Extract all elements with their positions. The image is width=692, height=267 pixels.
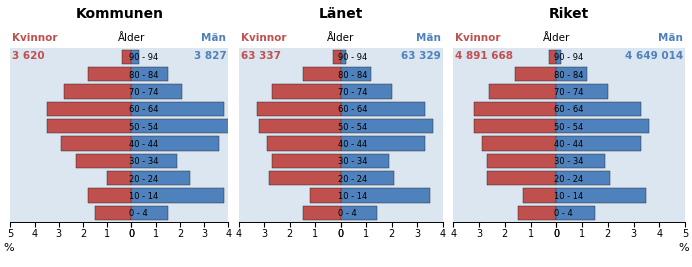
Bar — [131, 136, 219, 151]
Bar — [64, 84, 131, 99]
Bar — [302, 67, 340, 81]
Text: 4 649 014: 4 649 014 — [625, 52, 683, 61]
Text: %: % — [678, 243, 689, 253]
Bar — [523, 189, 556, 203]
Bar — [340, 171, 394, 185]
Bar — [549, 50, 556, 64]
Bar — [340, 136, 425, 151]
Text: 63 337: 63 337 — [241, 52, 281, 61]
Bar — [340, 84, 392, 99]
Bar — [340, 119, 432, 133]
Bar — [474, 102, 556, 116]
Bar — [482, 136, 556, 151]
Bar — [259, 119, 340, 133]
Bar — [131, 67, 167, 81]
Bar — [257, 102, 340, 116]
Bar — [556, 102, 641, 116]
Bar — [310, 189, 340, 203]
Text: Ålder: Ålder — [327, 33, 354, 43]
Bar — [489, 84, 556, 99]
Bar — [88, 189, 131, 203]
Text: Ålder: Ålder — [543, 33, 570, 43]
Bar — [340, 189, 430, 203]
Bar — [95, 206, 131, 220]
Bar — [131, 50, 138, 64]
Bar — [269, 171, 340, 185]
Bar — [131, 189, 224, 203]
Bar — [272, 84, 340, 99]
Bar — [131, 206, 167, 220]
Bar — [88, 67, 131, 81]
Bar — [131, 102, 224, 116]
Text: 63 329: 63 329 — [401, 52, 441, 61]
Bar — [46, 119, 131, 133]
Bar — [333, 50, 340, 64]
Text: Män: Män — [416, 33, 441, 43]
Bar — [131, 171, 190, 185]
Bar — [340, 206, 376, 220]
Bar — [518, 206, 556, 220]
Bar — [556, 67, 588, 81]
Bar — [556, 189, 646, 203]
Bar — [486, 171, 556, 185]
Text: 3 620: 3 620 — [12, 52, 45, 61]
Bar — [340, 67, 372, 81]
Bar — [556, 84, 608, 99]
Text: Länet: Länet — [318, 7, 363, 21]
Bar — [486, 154, 556, 168]
Bar — [61, 136, 131, 151]
Bar — [556, 171, 610, 185]
Bar — [131, 154, 177, 168]
Bar — [556, 154, 606, 168]
Bar — [340, 50, 346, 64]
Bar — [515, 67, 556, 81]
Text: Kvinnor: Kvinnor — [455, 33, 501, 43]
Bar — [46, 102, 131, 116]
Bar — [122, 50, 131, 64]
Text: Kvinnor: Kvinnor — [241, 33, 286, 43]
Text: Män: Män — [658, 33, 683, 43]
Bar — [267, 136, 340, 151]
Bar — [340, 102, 425, 116]
Bar — [556, 136, 641, 151]
Bar — [340, 154, 390, 168]
Text: Riket: Riket — [549, 7, 590, 21]
Bar — [107, 171, 131, 185]
Text: Män: Män — [201, 33, 226, 43]
Text: Ålder: Ålder — [118, 33, 145, 43]
Bar — [272, 154, 340, 168]
Text: Kommunen: Kommunen — [75, 7, 163, 21]
Bar — [556, 50, 561, 64]
Bar — [556, 119, 649, 133]
Bar — [302, 206, 340, 220]
Bar — [556, 206, 595, 220]
Text: 3 827: 3 827 — [194, 52, 226, 61]
Bar — [76, 154, 131, 168]
Bar — [131, 119, 235, 133]
Text: 4 891 668: 4 891 668 — [455, 52, 513, 61]
Text: %: % — [3, 243, 14, 253]
Text: Kvinnor: Kvinnor — [12, 33, 58, 43]
Bar — [474, 119, 556, 133]
Bar — [131, 84, 182, 99]
